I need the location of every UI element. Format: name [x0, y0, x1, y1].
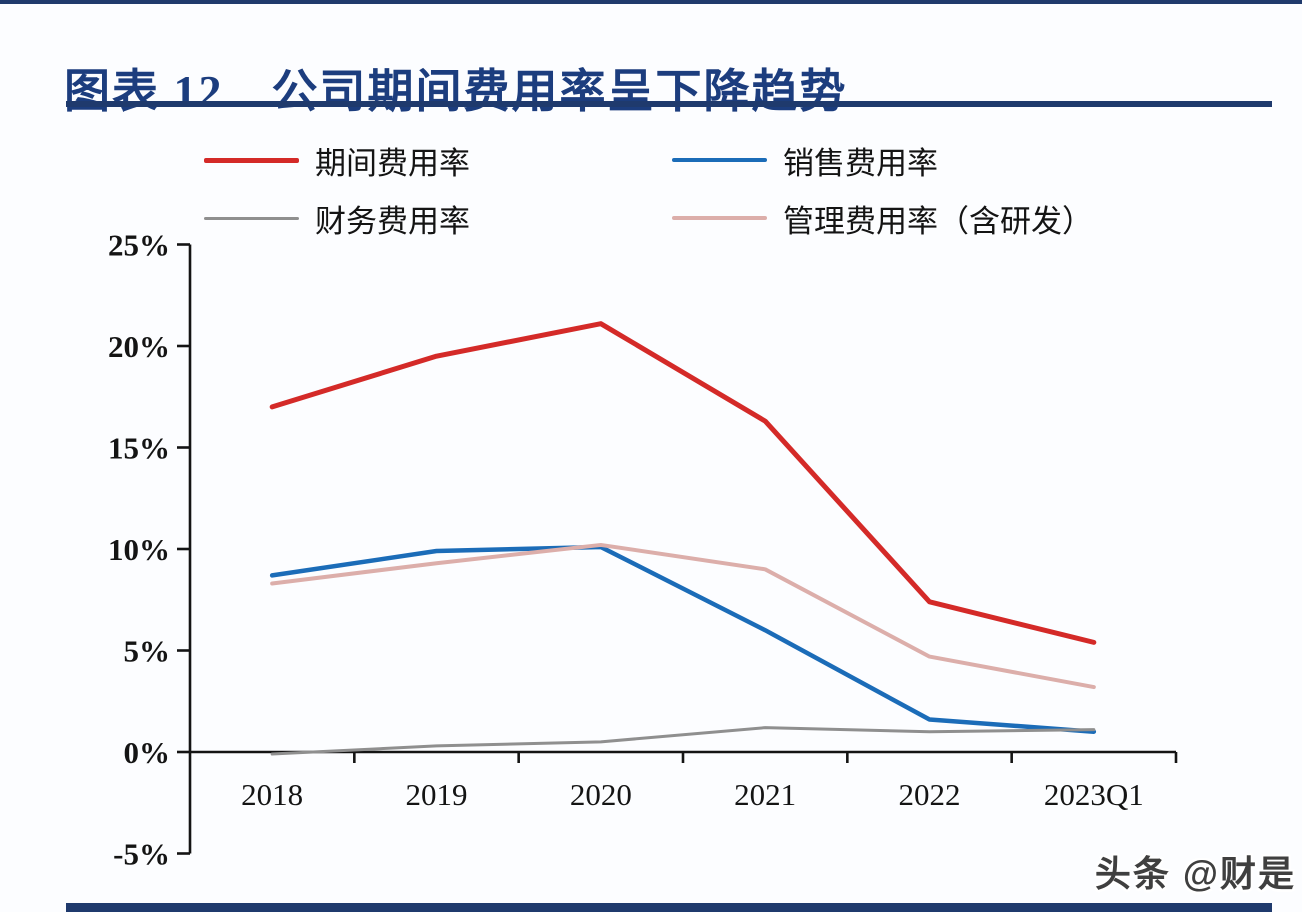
legend-label-selling-expense-ratio: 销售费用率 [783, 145, 938, 181]
y-axis-tick-label: 10% [108, 532, 170, 567]
bottom-accent-bar [66, 903, 1272, 912]
legend-item-finance-expense-ratio: 财务费用率 [204, 196, 470, 240]
y-axis-tick-label: 15% [108, 431, 170, 466]
chart-legend: 期间费用率 销售费用率财务费用率 管理费用率（含研发） [0, 0, 1302, 260]
legend-label-period-expense-ratio: 期间费用率 [315, 145, 470, 181]
series-line-period-expense-ratio [269, 321, 1097, 645]
legend-item-selling-expense-ratio: 销售费用率 [672, 138, 938, 182]
x-axis-tick-label: 2021 [734, 777, 796, 812]
series-line-finance-expense-ratio [270, 726, 1096, 756]
legend-item-period-expense-ratio: 期间费用率 [204, 138, 470, 182]
legend-swatch-period-expense-ratio [204, 157, 299, 163]
y-axis-tick-label: 0% [124, 735, 171, 770]
y-axis-tick-label: -5% [113, 837, 170, 872]
legend-label-finance-expense-ratio: 财务费用率 [315, 203, 470, 239]
figure-title: 图表 12 公司期间费用率呈下降趋势 [64, 65, 848, 117]
legend-swatch-finance-expense-ratio [204, 216, 299, 220]
y-axis-tick-label: 5% [124, 634, 171, 669]
series-line-admin-expense-ratio [270, 542, 1096, 690]
x-axis-tick-label: 2023Q1 [1044, 777, 1144, 812]
x-axis-tick-label: 2018 [241, 777, 303, 812]
legend-swatch-admin-expense-ratio [672, 216, 767, 220]
y-axis-tick-label: 20% [108, 329, 170, 364]
y-axis-tick-label: 25% [108, 228, 170, 263]
x-axis-tick-label: 2019 [406, 777, 468, 812]
top-accent-bar [0, 0, 1302, 4]
legend-swatch-selling-expense-ratio [672, 157, 767, 163]
legend-item-admin-expense-ratio: 管理费用率（含研发） [672, 196, 1093, 240]
x-axis-tick-label: 2020 [570, 777, 632, 812]
series-line-selling-expense-ratio [269, 544, 1097, 734]
title-underline-rule [66, 101, 1272, 107]
legend-label-admin-expense-ratio: 管理费用率（含研发） [783, 203, 1093, 239]
watermark: 头条 @财是 [1094, 853, 1296, 894]
x-axis-tick-label: 2022 [899, 777, 961, 812]
